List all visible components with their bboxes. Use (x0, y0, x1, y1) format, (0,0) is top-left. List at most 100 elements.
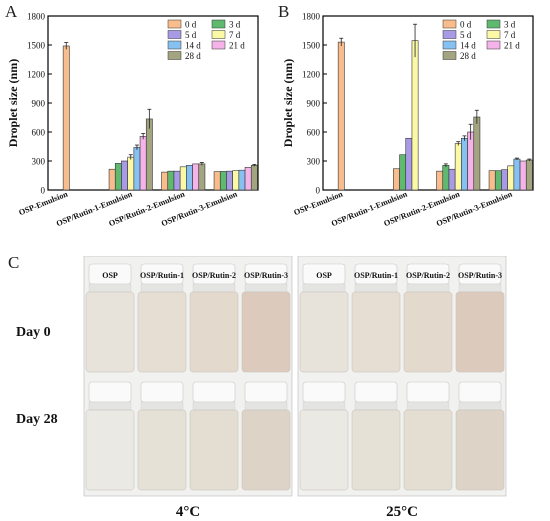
vial-cap-25c-r1-v1 (354, 381, 398, 403)
legend-label-a-2: 5 d (185, 30, 197, 40)
vial-neck-25c-r1-v3 (458, 401, 502, 411)
bar-b-cat1-series2 (405, 137, 413, 191)
legend-swatch-a-6 (167, 51, 182, 60)
y-axis-label: Droplet size (nm) (281, 59, 295, 147)
legend-swatch-a-0 (167, 19, 182, 29)
bar-a-cat3-series3 (232, 170, 240, 191)
vial-neck-25c-r0-v0 (302, 283, 346, 293)
vial-label-4c-1: OSP/Rutin-1 (140, 271, 184, 280)
vial-body-25c-r1-v0 (299, 409, 349, 491)
legend-label-a-6: 28 d (185, 51, 201, 61)
y-tick-label: 1200 (27, 70, 46, 80)
vial-neck-25c-r1-v2 (406, 401, 450, 411)
vial-body-4c-r1-v3 (241, 409, 291, 491)
vial-label-4c-3: OSP/Rutin-3 (244, 271, 288, 280)
legend-label-a-4: 14 d (185, 41, 201, 51)
vial-neck-4c-r1-v0 (88, 401, 132, 411)
bar-a-cat3-series2 (226, 170, 233, 191)
bar-a-cat3-series6 (250, 165, 258, 191)
legend-label-a-1: 3 d (229, 20, 241, 30)
bar-a-cat3-series4 (238, 169, 246, 191)
vial-neck-4c-r0-v3 (244, 283, 288, 293)
legend-swatch-b-0 (442, 19, 457, 29)
vial-body-4c-r0-v0 (85, 291, 135, 373)
panel-c-letter: C (8, 253, 20, 272)
bar-a-cat2-series4 (186, 165, 193, 191)
bar-b-cat2-series2 (448, 168, 456, 191)
vial-body-4c-r1-v1 (137, 409, 187, 491)
vial-cap-4c-r1-v2 (192, 381, 236, 403)
y-tick-label: 300 (307, 157, 321, 167)
legend-label-b-6: 28 d (460, 51, 476, 61)
plot-frame (47, 15, 259, 191)
y-tick-label: 1800 (302, 12, 321, 22)
bar-b-cat2-series4 (461, 137, 468, 191)
legend-swatch-a-3 (211, 30, 226, 39)
bar-a-cat2-series0 (161, 171, 169, 191)
y-tick-label: 300 (32, 157, 46, 167)
vial-body-4c-r0-v2 (189, 291, 239, 373)
vial-cap-25c-r1-v2 (406, 381, 450, 403)
vial-label-4c-0: OSP (102, 271, 118, 280)
vial-neck-4c-r0-v0 (88, 283, 132, 293)
plot-frame (322, 15, 534, 191)
bar-a-cat1-series4 (133, 147, 141, 191)
vial-body-25c-r0-v0 (299, 291, 349, 373)
legend-label-b-5: 21 d (504, 41, 520, 51)
vial-neck-4c-r0-v1 (140, 283, 184, 293)
vial-body-25c-r1-v2 (403, 409, 453, 491)
bar-a-cat3-series0 (213, 171, 221, 191)
bar-b-cat3-series1 (494, 170, 502, 191)
bar-b-cat3-series2 (501, 169, 508, 191)
vial-neck-4c-r1-v3 (244, 401, 288, 411)
bar-b-cat1-series1 (399, 154, 407, 191)
legend-swatch-b-3 (486, 30, 501, 39)
bar-a-cat1-series6 (145, 118, 153, 191)
bar-a-cat2-series3 (179, 166, 187, 191)
legend-swatch-b-4 (442, 40, 457, 50)
legend-swatch-b-2 (442, 30, 457, 39)
bar-b-cat2-series1 (442, 165, 450, 191)
legend-label-b-4: 14 d (460, 41, 476, 51)
bar-a-cat1-series5 (139, 136, 147, 191)
legend-label-b-2: 5 d (460, 30, 472, 40)
bar-a-cat3-series1 (219, 171, 227, 191)
bar-b-cat3-series3 (507, 165, 515, 191)
y-tick-label: 1200 (302, 70, 321, 80)
vial-body-4c-r0-v1 (137, 291, 187, 373)
vial-neck-25c-r0-v2 (406, 283, 450, 293)
vial-neck-25c-r1-v1 (354, 401, 398, 411)
row-label-day0: Day 0 (16, 325, 51, 340)
legend-label-b-1: 3 d (504, 20, 516, 30)
bar-b-cat3-series5 (519, 160, 527, 191)
legend-swatch-b-5 (486, 40, 501, 50)
legend-swatch-a-1 (211, 19, 226, 29)
legend-label-a-0: 0 d (185, 20, 197, 30)
legend-label-b-0: 0 d (460, 20, 472, 30)
vial-neck-4c-r1-v1 (140, 401, 184, 411)
bar-a-cat2-series1 (167, 170, 175, 191)
bar-b-cat2-series6 (473, 116, 481, 191)
bar-a-cat1-series3 (127, 156, 135, 191)
legend-swatch-a-4 (167, 40, 182, 50)
vial-label-25c-0: OSP (316, 271, 332, 280)
vial-neck-4c-r0-v2 (192, 283, 236, 293)
vial-neck-25c-r1-v0 (302, 401, 346, 411)
vial-cap-25c-r1-v0 (302, 381, 346, 403)
bar-b-cat3-series6 (525, 159, 533, 191)
y-tick-label: 1800 (27, 12, 46, 22)
y-tick-label: 0 (316, 186, 321, 196)
y-tick-label: 600 (307, 128, 321, 138)
vial-photo-panel: OSP OSP/Rutin-1 OSP/Rutin-2 OSP/Rutin-3 4°C O… (16, 256, 507, 520)
y-tick-label: 600 (32, 128, 46, 138)
vial-neck-4c-r1-v2 (192, 401, 236, 411)
legend-label-a-5: 21 d (229, 41, 245, 51)
bar-b-cat1-series0 (393, 168, 400, 191)
bar-b-cat3-series0 (488, 170, 496, 191)
vial-label-25c-3: OSP/Rutin-3 (458, 271, 502, 280)
y-tick-label: 900 (32, 99, 46, 109)
bar-a-cat1-series1 (114, 163, 122, 191)
